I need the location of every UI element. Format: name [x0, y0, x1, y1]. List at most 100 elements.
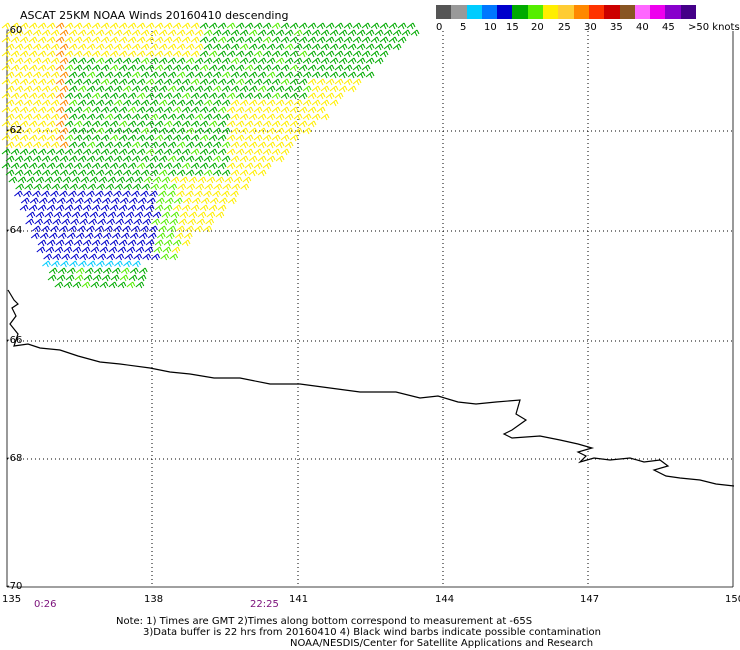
wind-barb [50, 190, 59, 198]
wind-barb [302, 57, 312, 65]
legend-label: 15 [506, 22, 519, 33]
map-title: ASCAT 25KM NOAA Winds 20160410 descendin… [20, 9, 289, 22]
wind-barb [379, 22, 389, 30]
wind-barb [325, 92, 335, 100]
wind-barb [125, 176, 135, 184]
wind-barb [248, 85, 258, 93]
longitude-label: 141 [289, 594, 309, 605]
wind-barb [170, 176, 180, 184]
wind-barb [32, 99, 42, 107]
legend-swatch [497, 5, 513, 19]
wind-barb [59, 29, 69, 37]
wind-barb [46, 162, 56, 170]
wind-barb [142, 253, 152, 261]
wind-barb [127, 78, 137, 86]
wind-barb [181, 239, 191, 247]
wind-barb [10, 162, 20, 170]
wind-barb [131, 190, 140, 198]
wind-barb [37, 134, 47, 142]
wind-barb [230, 141, 240, 149]
time-label-end: 22:25 [250, 599, 279, 610]
wind-barb [75, 267, 85, 275]
wind-barb [298, 22, 308, 30]
wind-barb [109, 239, 119, 247]
wind-barb [37, 64, 47, 72]
wind-barb [62, 211, 72, 219]
wind-barb [51, 260, 60, 268]
wind-barb [347, 71, 357, 79]
wind-barb [158, 29, 168, 37]
legend-swatch [451, 5, 467, 19]
wind-barb [64, 50, 74, 58]
wind-barb [61, 218, 71, 226]
wind-barb [37, 92, 47, 100]
wind-barb [133, 218, 143, 226]
wind-barb [181, 162, 191, 170]
wind-barb [226, 50, 236, 58]
wind-barb [230, 99, 240, 107]
wind-barb [343, 50, 353, 58]
wind-barb [284, 99, 294, 107]
wind-barb [93, 232, 103, 240]
wind-barb [217, 204, 227, 212]
wind-barb [127, 50, 137, 58]
wind-barb [37, 36, 47, 44]
wind-barb [352, 78, 362, 86]
wind-barb [239, 127, 249, 135]
wind-barb [163, 120, 173, 128]
wind-barb [239, 85, 249, 93]
wind-barb [108, 246, 118, 254]
wind-barb [86, 99, 96, 107]
wind-barb [118, 239, 128, 247]
wind-barb [144, 246, 154, 254]
wind-barb [46, 64, 56, 72]
wind-barb [275, 85, 285, 93]
wind-barb [59, 57, 69, 65]
wind-barb [365, 57, 375, 65]
wind-barb [131, 225, 140, 233]
wind-barb [77, 113, 87, 121]
legend-label: 5 [460, 22, 467, 33]
wind-barb [73, 162, 83, 170]
longitude-label: 138 [144, 594, 164, 605]
wind-barb [79, 253, 89, 261]
wind-barb [235, 64, 245, 72]
wind-barb [190, 36, 200, 44]
wind-barb [114, 183, 124, 191]
wind-barb [73, 92, 83, 100]
wind-barb [23, 43, 33, 51]
wind-barb [230, 57, 240, 65]
wind-barb [244, 106, 254, 114]
wind-barb [325, 78, 335, 86]
wind-barb [181, 64, 191, 72]
wind-barb [176, 127, 186, 135]
wind-barb [104, 29, 114, 37]
legend-label: 0 [436, 22, 443, 33]
wind-barb [208, 50, 218, 58]
wind-barb [307, 92, 317, 100]
wind-barb [176, 85, 186, 93]
wind-barb [194, 99, 204, 107]
wind-barb [178, 218, 188, 226]
legend-swatch [619, 5, 635, 19]
wind-barb [203, 99, 213, 107]
legend-label: >50 knots [688, 22, 740, 33]
wind-barb [28, 64, 38, 72]
wind-barb [230, 29, 240, 37]
wind-barb [44, 211, 54, 219]
wind-barb [122, 190, 131, 198]
wind-barb [262, 120, 272, 128]
wind-barb [374, 43, 384, 51]
wind-barb [257, 71, 267, 79]
wind-barb [185, 113, 195, 121]
wind-barb [311, 113, 321, 121]
wind-barb [154, 162, 164, 170]
wind-barb [154, 204, 164, 212]
wind-barb [66, 267, 76, 275]
wind-barb [187, 218, 197, 226]
wind-barb [62, 176, 72, 184]
wind-barb [136, 148, 146, 156]
wind-barb [74, 197, 84, 205]
wind-barb [10, 134, 20, 142]
wind-barb [41, 190, 50, 198]
